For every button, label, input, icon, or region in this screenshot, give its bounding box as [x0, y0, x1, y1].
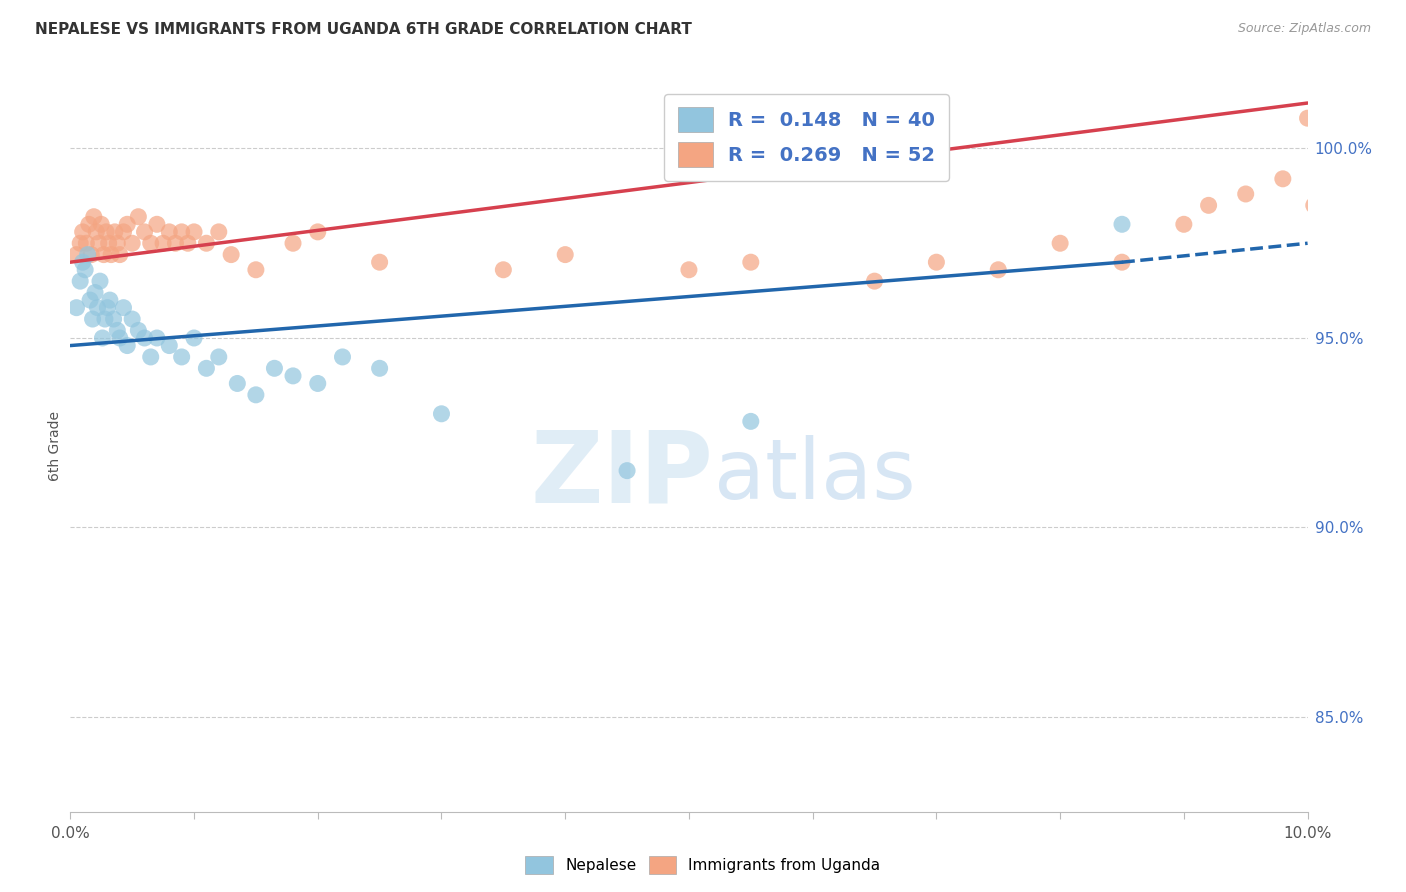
Point — [69, 274, 91, 288]
Point — [121, 236, 143, 251]
Point — [127, 210, 149, 224]
Point — [195, 361, 218, 376]
Point — [82, 312, 104, 326]
Point — [430, 407, 453, 421]
Point — [281, 236, 304, 251]
Point — [84, 225, 107, 239]
Point — [90, 217, 112, 231]
Point — [100, 247, 122, 261]
Point — [368, 255, 391, 269]
Text: NEPALESE VS IMMIGRANTS FROM UGANDA 6TH GRADE CORRELATION CHART: NEPALESE VS IMMIGRANTS FROM UGANDA 6TH G… — [35, 22, 692, 37]
Point — [105, 323, 128, 337]
Point — [157, 225, 180, 239]
Point — [96, 225, 118, 239]
Point — [98, 293, 121, 307]
Point — [75, 236, 97, 251]
Point — [112, 225, 135, 239]
Point — [108, 247, 131, 261]
Point — [115, 338, 138, 352]
Point — [678, 262, 700, 277]
Point — [1111, 217, 1133, 231]
Point — [554, 247, 576, 261]
Point — [69, 236, 91, 251]
Point — [219, 247, 242, 261]
Point — [1296, 111, 1319, 125]
Point — [208, 350, 231, 364]
Point — [97, 236, 120, 251]
Point — [75, 262, 97, 277]
Point — [1173, 217, 1195, 231]
Point — [96, 301, 118, 315]
Point — [183, 225, 205, 239]
Legend: Nepalese, Immigrants from Uganda: Nepalese, Immigrants from Uganda — [519, 850, 887, 880]
Point — [1271, 171, 1294, 186]
Point — [226, 376, 249, 391]
Point — [368, 361, 391, 376]
Point — [76, 247, 98, 261]
Point — [195, 236, 218, 251]
Point — [86, 301, 108, 315]
Point — [72, 255, 94, 269]
Point — [332, 350, 354, 364]
Point — [183, 331, 205, 345]
Point — [105, 236, 128, 251]
Point — [104, 225, 127, 239]
Point — [115, 217, 138, 231]
Point — [208, 225, 231, 239]
Point — [165, 236, 187, 251]
Point — [307, 225, 329, 239]
Point — [112, 301, 135, 315]
Point — [89, 274, 111, 288]
Point — [1049, 236, 1071, 251]
Point — [492, 262, 515, 277]
Point — [245, 388, 267, 402]
Legend: R =  0.148   N = 40, R =  0.269   N = 52: R = 0.148 N = 40, R = 0.269 N = 52 — [664, 94, 949, 180]
Point — [83, 210, 105, 224]
Point — [1111, 255, 1133, 269]
Point — [139, 236, 162, 251]
Point — [1302, 198, 1324, 212]
Point — [281, 368, 304, 383]
Point — [146, 217, 169, 231]
Point — [65, 301, 87, 315]
Point — [134, 225, 156, 239]
Point — [103, 312, 125, 326]
Point — [925, 255, 948, 269]
Point — [87, 236, 110, 251]
Text: atlas: atlas — [714, 434, 915, 516]
Point — [94, 312, 117, 326]
Point — [79, 293, 101, 307]
Y-axis label: 6th Grade: 6th Grade — [48, 411, 62, 481]
Text: Source: ZipAtlas.com: Source: ZipAtlas.com — [1237, 22, 1371, 36]
Point — [157, 338, 180, 352]
Point — [121, 312, 143, 326]
Text: ZIP: ZIP — [531, 426, 714, 524]
Point — [740, 255, 762, 269]
Point — [863, 274, 886, 288]
Point — [1198, 198, 1220, 212]
Point — [307, 376, 329, 391]
Point — [146, 331, 169, 345]
Point — [127, 323, 149, 337]
Point — [245, 262, 267, 277]
Point — [91, 331, 114, 345]
Point — [77, 217, 100, 231]
Point — [108, 331, 131, 345]
Point — [134, 331, 156, 345]
Point — [263, 361, 285, 376]
Point — [93, 247, 115, 261]
Point — [987, 262, 1010, 277]
Point — [80, 247, 103, 261]
Point — [740, 414, 762, 428]
Point — [170, 225, 193, 239]
Point — [170, 350, 193, 364]
Point — [72, 225, 94, 239]
Point — [1234, 186, 1257, 201]
Point — [84, 285, 107, 300]
Point — [616, 464, 638, 478]
Point — [177, 236, 200, 251]
Point — [139, 350, 162, 364]
Point — [65, 247, 87, 261]
Point — [152, 236, 174, 251]
